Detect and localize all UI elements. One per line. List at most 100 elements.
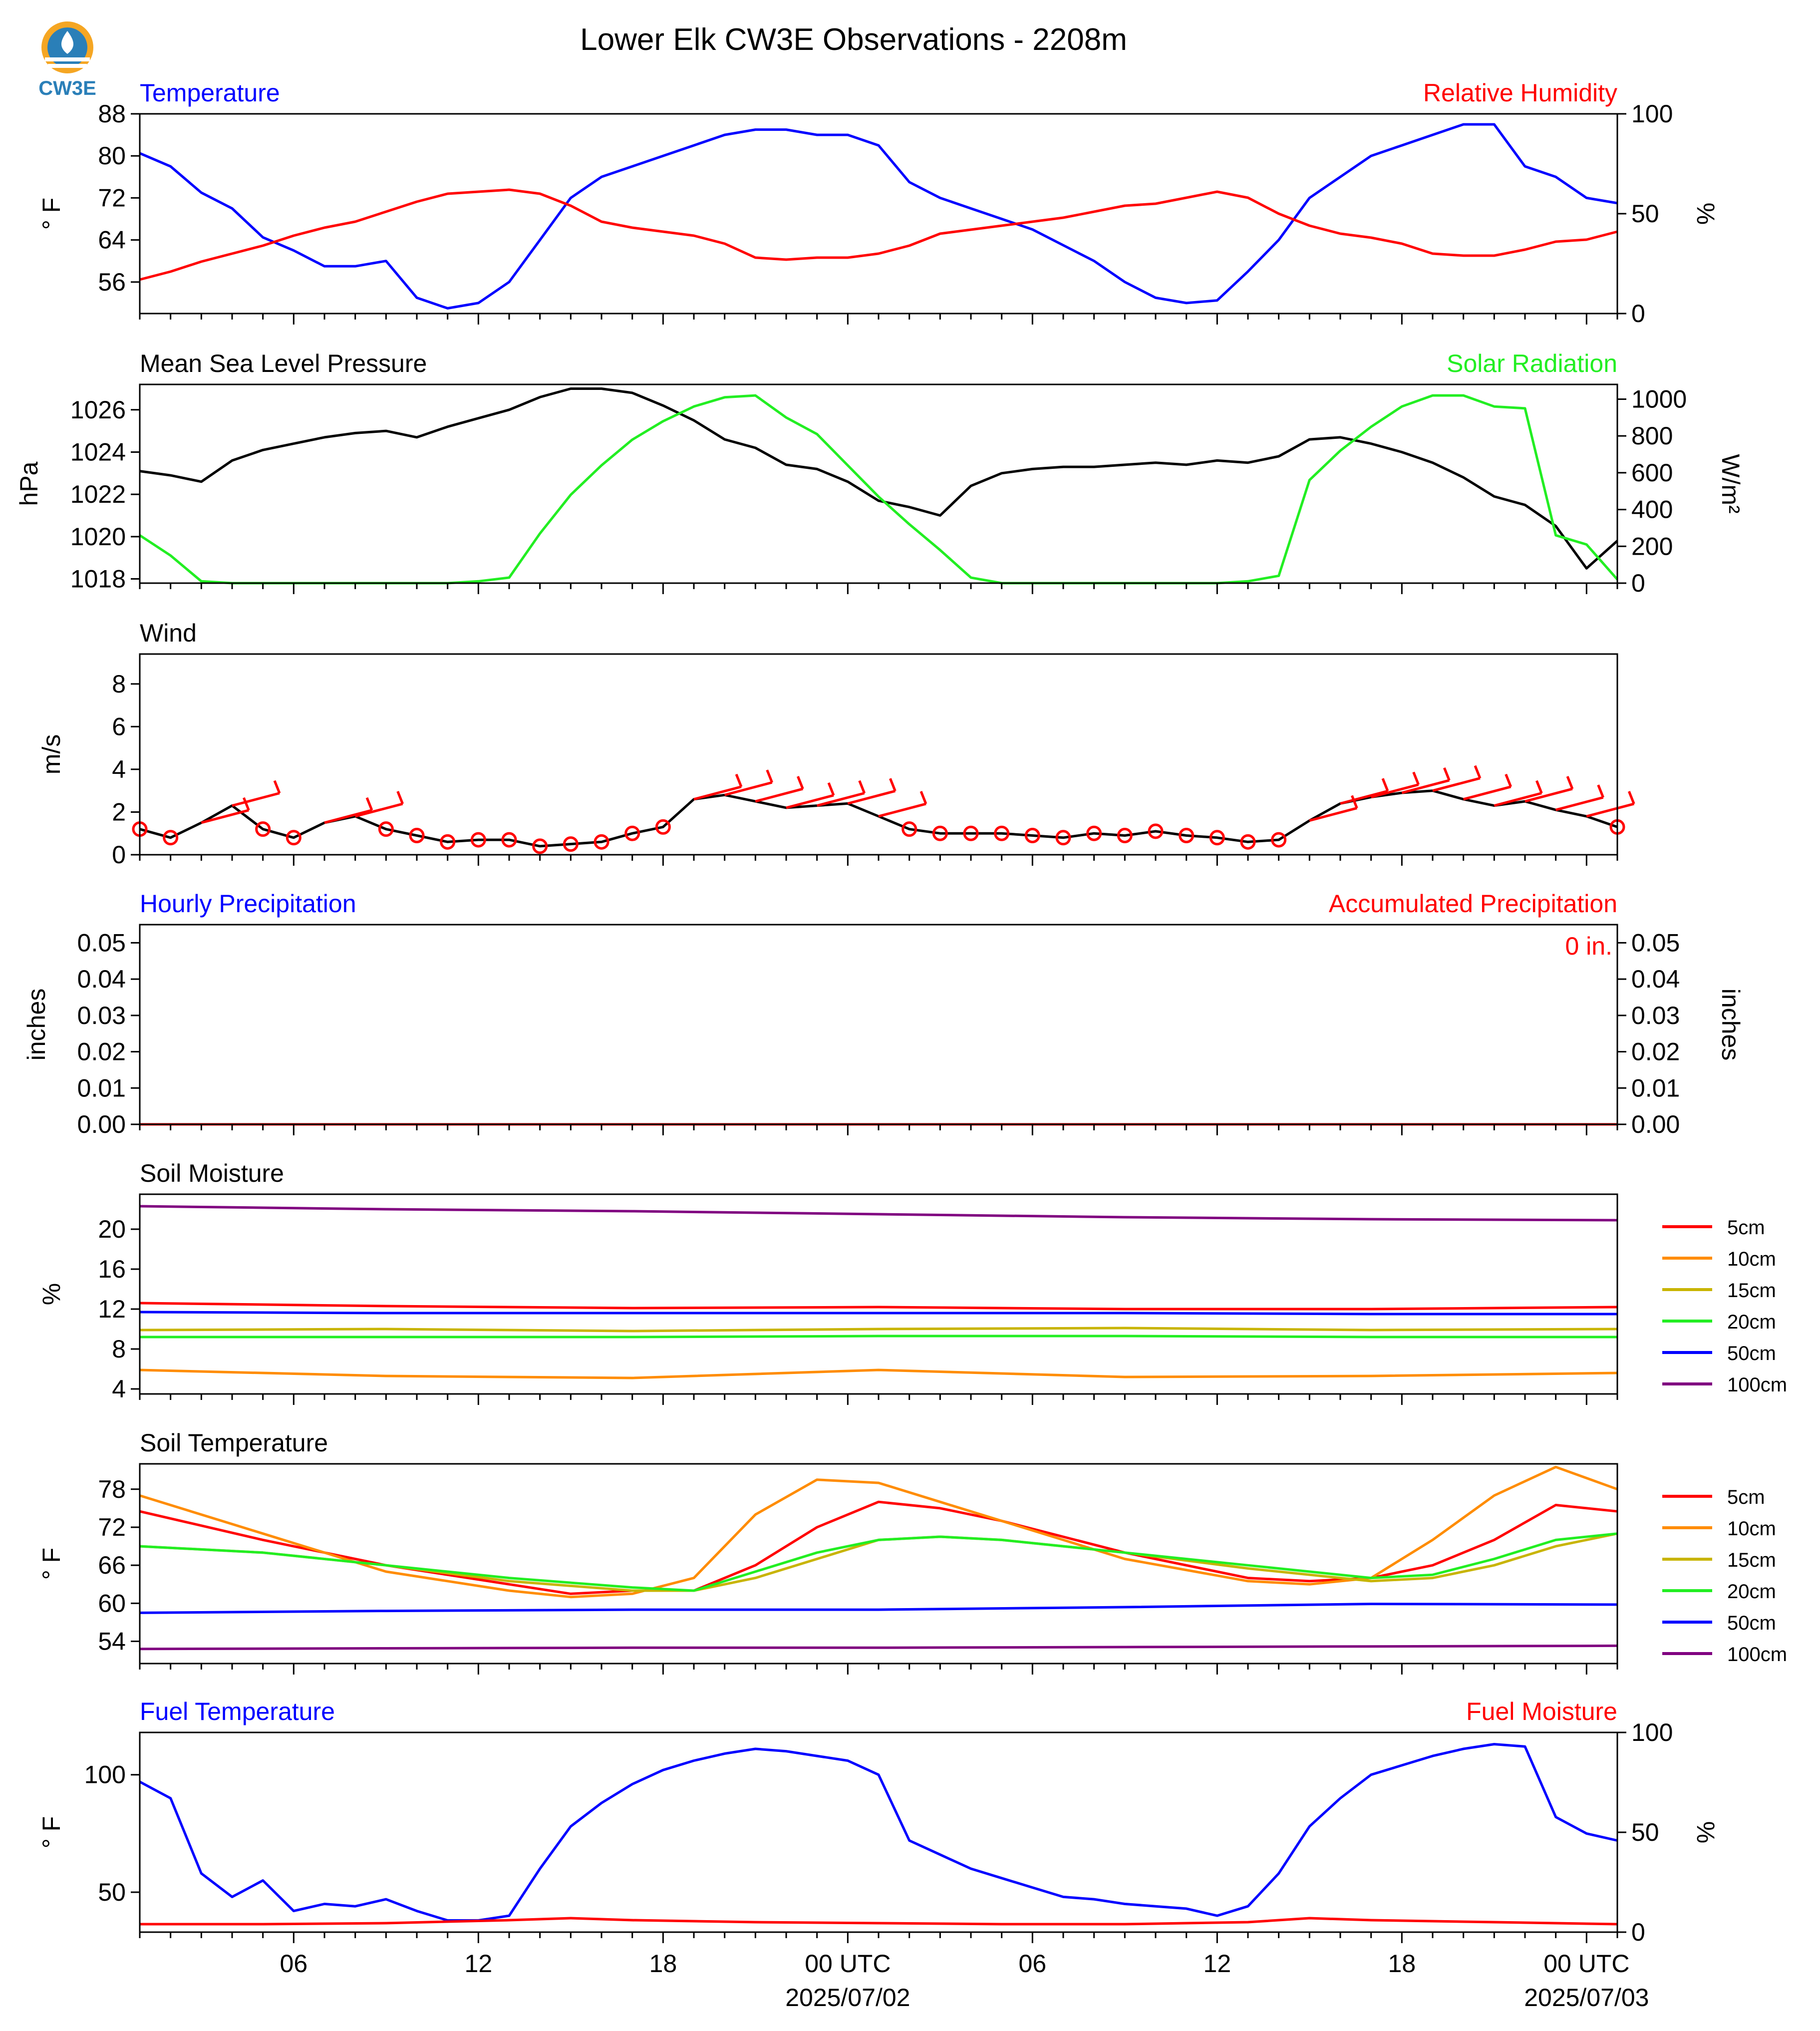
panel-pressure_solar: 1018 1020 1022 1024 1026 0 200 400 600 800 1000 Mea… [15,349,1745,597]
panel-title-left: Soil Temperature [140,1429,328,1457]
wind-calm-marker [1148,823,1164,839]
legend-label-100cm: 100cm [1727,1644,1787,1666]
plot-frame-fuel [139,1731,1618,1933]
wind-calm-marker [255,821,271,837]
y-tick-label: 66 [98,1551,126,1579]
y-tick-label: 1022 [70,480,126,508]
y-tick-label: 1018 [70,565,126,593]
y-tick-label: 0.01 [77,1074,126,1102]
y-tick-label: 1026 [70,396,126,424]
legend-label-100cm: 100cm [1727,1374,1787,1396]
y-tick-label: 72 [98,184,126,212]
wind-calm-marker [624,825,640,841]
y-tick-label: 4 [112,1375,126,1403]
time-tick-label: 00 UTC [1543,1950,1629,1978]
wind-calm-marker [163,830,179,846]
y-right-tick-label: 50 [1631,200,1659,228]
precip-total-label: 0 in. [1565,932,1612,960]
wind-calm-marker [563,836,579,852]
series-line-temp_rh-1 [139,188,1618,281]
y-right-tick-label: 200 [1631,532,1673,560]
y-tick-label: 0.02 [77,1038,126,1066]
wind-barb [1340,789,1388,805]
wind-barb-flag [1443,767,1451,781]
plot-frame-wind [139,653,1618,856]
y-right-axis-label: W/m² [1717,454,1745,513]
y-right-tick-label: 0.05 [1631,929,1680,957]
time-tick-label: 12 [1204,1950,1231,1978]
y-right-axis-label: % [1692,1821,1720,1843]
wind-calm-marker [1209,830,1225,846]
legend-label-10cm: 10cm [1727,1518,1776,1540]
panel-fuel: 50 100 0 50 100 Fuel Temperature Fuel Moisture… [37,1697,1720,1946]
panel-title-right: Solar Radiation [1447,349,1617,377]
time-tick-label: 06 [1019,1950,1047,1978]
series-line-temp_rh-0 [139,123,1618,310]
y-tick-label: 78 [98,1475,126,1503]
y-tick-label: 20 [98,1215,126,1243]
wind-barb [1524,787,1573,803]
series-line-fuel-0 [139,1743,1618,1922]
y-axis-label: % [37,1283,65,1305]
y-right-tick-label: 50 [1631,1818,1659,1846]
y-right-tick-label: 0.03 [1631,1002,1680,1029]
wind-barb [355,802,403,818]
panel-soil_temp: 54 60 66 72 78 Soil Temperature ° F 5cm 10cm 15cm… [37,1429,1787,1675]
wind-calm-marker [470,832,486,848]
y-tick-label: 0.05 [77,929,126,957]
logo-text: CW3E [38,77,96,99]
y-right-tick-label: 0.01 [1631,1074,1680,1102]
wind-calm-marker [532,838,548,854]
y-tick-label: 1024 [70,438,126,466]
y-tick-label: 60 [98,1589,126,1617]
wind-calm-marker [655,819,671,835]
wind-barb [1494,792,1542,807]
plot-frame-precip [139,924,1618,1125]
y-tick-label: 64 [98,226,126,254]
wind-barb-flag [243,797,250,811]
y-tick-label: 0.03 [77,1002,126,1029]
wind-barb [1586,802,1634,818]
wind-barb-flag [1351,795,1358,809]
series-line-soil_moisture-5cm [139,1302,1618,1311]
series-line-soil_moisture-15cm [139,1327,1618,1333]
wind-barb-flag [1628,791,1635,804]
panel-title-left: Wind [140,619,197,647]
time-tick-label: 06 [280,1950,308,1978]
y-tick-label: 54 [98,1628,126,1656]
y-tick-label: 72 [98,1513,126,1541]
y-tick-label: 12 [98,1295,126,1323]
y-right-axis-label: % [1692,203,1720,225]
date-label: 2025/07/02 [785,1984,910,2012]
series-line-soil_temp-100cm [139,1644,1618,1651]
y-tick-label: 0.00 [77,1110,126,1138]
time-tick-label: 18 [1388,1950,1416,1978]
wind-barb-flag [1381,778,1389,792]
y-tick-label: 0 [112,841,126,869]
y-tick-label: 50 [98,1878,126,1906]
y-right-tick-label: 100 [1631,100,1673,128]
wind-barb [324,809,372,824]
series-line-soil_temp-5cm [139,1500,1618,1595]
y-tick-label: 6 [112,712,126,740]
y-tick-label: 8 [112,1335,126,1363]
y-tick-label: 16 [98,1255,126,1283]
wind-calm-marker [902,821,917,837]
panel-precip: 0.00 0.01 0.02 0.03 0.04 0.05 0.00 0.01 0.02 0.03… [22,890,1745,1138]
wind-barb [1463,785,1512,801]
wind-calm-marker [1086,825,1102,841]
panel-wind: 0 2 4 6 8 Wind m/s [37,619,1635,869]
plot-frame-pressure_solar [139,383,1618,584]
wind-barb-flag [919,791,927,804]
wind-calm-marker [1179,828,1195,844]
y-right-tick-label: 0.04 [1631,965,1680,993]
wind-barb [847,789,896,805]
wind-barb [878,802,926,818]
y-right-tick-label: 0 [1631,569,1645,597]
y-right-tick-label: 800 [1631,422,1673,450]
wind-barb-flag [827,782,835,796]
wind-barb [786,794,834,809]
plot-frame-soil_moisture [139,1193,1618,1395]
y-right-tick-label: 0.00 [1631,1110,1680,1138]
